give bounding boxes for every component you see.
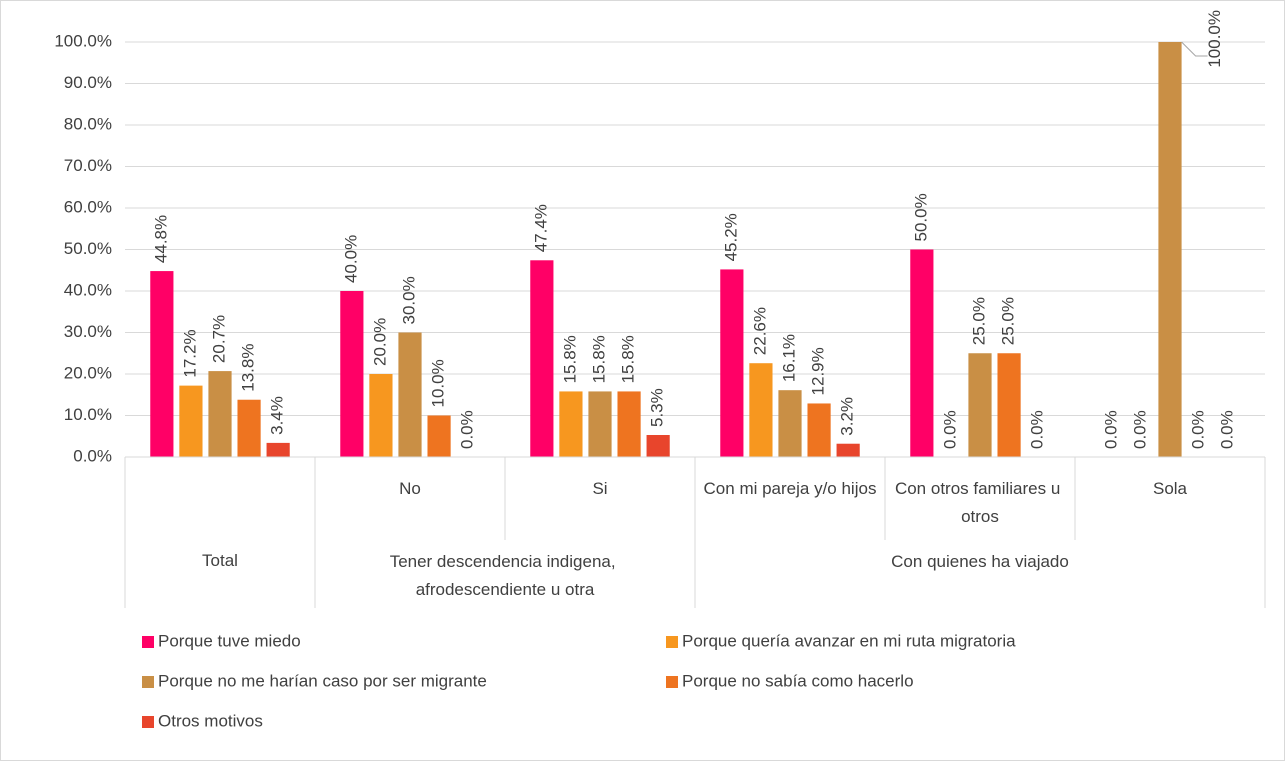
data-label: 25.0%	[999, 297, 1018, 345]
bar	[427, 415, 451, 457]
bar	[179, 385, 203, 457]
legend-swatch	[142, 676, 154, 688]
y-tick-label: 80.0%	[64, 114, 112, 133]
group-label: Total	[202, 551, 238, 570]
bar	[369, 374, 393, 457]
legend-label: Otros motivos	[158, 711, 263, 730]
legend-label: Porque tuve miedo	[158, 631, 301, 650]
y-tick-label: 100.0%	[54, 31, 112, 50]
data-label: 0.0%	[940, 410, 959, 449]
legend-swatch	[666, 676, 678, 688]
data-label: 20.0%	[370, 318, 389, 366]
data-label: 3.4%	[268, 396, 287, 435]
bar	[997, 353, 1021, 457]
bar	[588, 391, 612, 457]
data-label: 0.0%	[1130, 410, 1149, 449]
legend-swatch	[666, 636, 678, 648]
data-label: 45.2%	[721, 213, 740, 261]
y-tick-label: 30.0%	[64, 322, 112, 341]
y-tick-label: 60.0%	[64, 197, 112, 216]
legend-label: Porque no sabía como hacerlo	[682, 671, 914, 690]
x-tick-label: Si	[592, 479, 607, 498]
data-label: 0.0%	[458, 410, 477, 449]
y-tick-label: 90.0%	[64, 73, 112, 92]
y-tick-label: 70.0%	[64, 156, 112, 175]
bar	[836, 443, 860, 457]
data-label: 15.8%	[589, 335, 608, 383]
bar	[398, 332, 422, 457]
data-label: 22.6%	[750, 307, 769, 355]
y-tick-label: 10.0%	[64, 405, 112, 424]
bar	[749, 363, 773, 457]
bar	[237, 399, 261, 457]
x-tick-label: Sola	[1153, 479, 1188, 498]
data-label: 20.7%	[209, 315, 228, 363]
data-label: 25.0%	[969, 297, 988, 345]
bar	[807, 403, 831, 457]
data-label: 47.4%	[531, 204, 550, 252]
data-label: 3.2%	[838, 397, 857, 436]
x-tick-label: No	[399, 479, 421, 498]
legend-label: Porque quería avanzar en mi ruta migrato…	[682, 631, 1016, 650]
leader-line	[1181, 41, 1208, 57]
data-label: 100.0%	[1205, 10, 1224, 68]
data-label: 17.2%	[180, 329, 199, 377]
group-label: Tener descendencia indigena, afrodescend…	[390, 552, 621, 599]
y-tick-label: 50.0%	[64, 239, 112, 258]
legend-label: Porque no me harían caso por ser migrant…	[158, 671, 487, 690]
data-label: 16.1%	[779, 334, 798, 382]
data-label: 0.0%	[1218, 410, 1237, 449]
data-label: 44.8%	[151, 215, 170, 263]
data-label: 40.0%	[341, 235, 360, 283]
bar	[150, 271, 174, 457]
legend-swatch	[142, 636, 154, 648]
bar	[1158, 42, 1182, 457]
bar	[720, 269, 744, 457]
bar	[530, 260, 554, 457]
data-label: 0.0%	[1101, 410, 1120, 449]
bar	[559, 391, 583, 457]
data-label: 12.9%	[809, 347, 828, 395]
bar	[778, 390, 802, 457]
bar	[617, 391, 641, 457]
bar	[646, 435, 670, 457]
data-label: 30.0%	[399, 276, 418, 324]
data-label: 50.0%	[911, 193, 930, 241]
data-label: 13.8%	[239, 344, 258, 392]
data-label: 0.0%	[1189, 410, 1208, 449]
bar	[968, 353, 992, 457]
bar	[340, 291, 364, 457]
data-label: 0.0%	[1028, 410, 1047, 449]
data-label: 5.3%	[648, 388, 667, 427]
x-tick-label: Con mi pareja y/o hijos	[704, 479, 877, 498]
y-tick-label: 20.0%	[64, 363, 112, 382]
y-tick-label: 40.0%	[64, 280, 112, 299]
group-label: Con quienes ha viajado	[891, 552, 1069, 571]
y-tick-label: 0.0%	[73, 446, 112, 465]
x-tick-label: Con otros familiares u otros	[895, 479, 1065, 526]
data-label: 10.0%	[429, 359, 448, 407]
bar	[208, 371, 232, 457]
legend-swatch	[142, 716, 154, 728]
data-label: 15.8%	[619, 335, 638, 383]
data-label: 15.8%	[560, 335, 579, 383]
bar	[266, 442, 290, 457]
bar	[910, 249, 934, 457]
